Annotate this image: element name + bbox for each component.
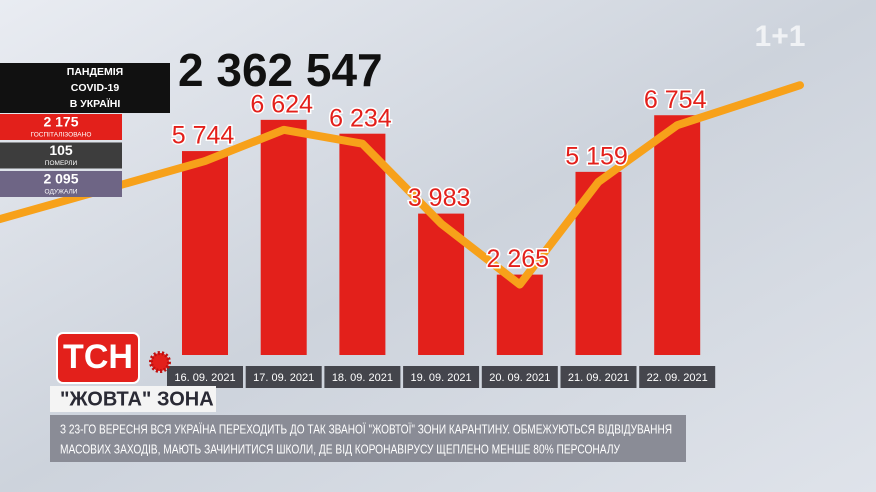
stat-label: ГОСПІТАЛІЗОВАНО	[31, 132, 92, 139]
x-tick-label: 19. 09. 2021	[411, 372, 472, 384]
value-label: 6 234	[329, 104, 392, 132]
date-box	[167, 366, 243, 388]
bar	[260, 119, 307, 356]
headline: "ЖОВТА" ЗОНА	[60, 388, 214, 410]
stat-value: 2 095	[43, 171, 78, 187]
date-box	[560, 366, 637, 388]
trend-line	[203, 121, 680, 289]
date-box	[639, 366, 716, 388]
x-tick-label: 21. 09. 2021	[568, 372, 629, 384]
panel-title: COVID-19	[71, 82, 120, 94]
value-label: 2 265	[487, 245, 550, 273]
panel-title: В УКРАЇНІ	[70, 97, 121, 110]
stat-box	[0, 114, 122, 140]
x-tick-label: 16. 09. 2021	[174, 372, 235, 384]
bar	[339, 133, 386, 355]
stat-box	[0, 171, 122, 197]
trend-line-extension	[673, 81, 804, 130]
channel-logo: 1+1	[755, 20, 806, 53]
logo-box	[56, 332, 140, 384]
virus-icon	[149, 351, 171, 373]
date-box	[481, 366, 558, 388]
bar	[182, 151, 228, 355]
stat-value: 2 175	[43, 114, 78, 130]
value-label: 3 983	[408, 184, 471, 212]
date-box	[403, 366, 480, 388]
date-box	[245, 366, 322, 388]
value-label: 6 754	[644, 86, 707, 114]
value-label: 6 624	[250, 90, 313, 118]
x-tick-label: 18. 09. 2021	[332, 372, 393, 384]
panel-title: ПАНДЕМІЯ	[67, 66, 123, 78]
bar	[654, 115, 701, 355]
date-box	[324, 366, 401, 388]
x-tick-label: 20. 09. 2021	[489, 372, 550, 384]
x-tick-label: 17. 09. 2021	[253, 372, 314, 384]
ticker-line: З 23-ГО ВЕРЕСНЯ ВСЯ УКРАЇНА ПЕРЕХОДИТЬ Д…	[60, 421, 672, 436]
value-label: 5 744	[172, 122, 235, 150]
x-tick-label: 22. 09. 2021	[647, 372, 708, 384]
stat-label: ОДУЖАЛИ	[45, 189, 78, 196]
headline-box	[50, 386, 216, 412]
value-label: 5 159	[565, 142, 628, 170]
stat-label: ПОМЕРЛИ	[45, 160, 78, 167]
stat-box	[0, 142, 122, 169]
total-count: 2 362 547	[178, 44, 383, 96]
logo: ТСН	[63, 338, 133, 376]
panel-header	[0, 63, 170, 113]
stats: 2 175 ГОСПІТАЛІЗОВАНО 105 ПОМЕРЛИ 2 095 ОДУЖА…	[0, 114, 122, 197]
ticker-box	[50, 415, 686, 462]
chart: 16. 09. 2021 17. 09. 2021 18. 09. 2021 19. …	[0, 81, 804, 388]
ticker-line: МАСОВИХ ЗАХОДІВ, МАЮТЬ ЗАЧИНИТИСЯ ШКОЛИ,…	[60, 441, 621, 456]
stat-value: 105	[49, 142, 73, 158]
